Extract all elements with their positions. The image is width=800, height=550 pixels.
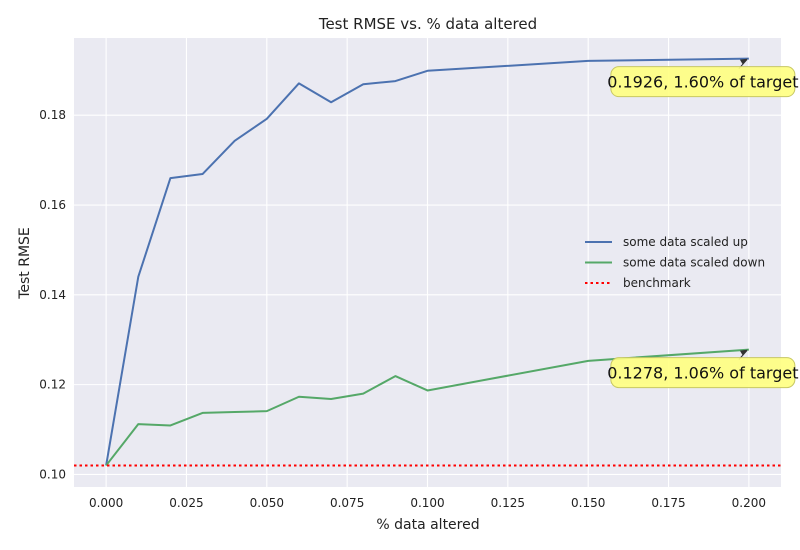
annotation-label: 0.1278, 1.06% of target (607, 364, 798, 383)
annotation-box (610, 357, 796, 389)
y-tick-label: 0.14 (39, 288, 66, 302)
annotation-1: 0.1926, 1.60% of target (607, 58, 798, 98)
x-axis-title: % data altered (376, 517, 479, 533)
x-tick-label: 0.100 (410, 496, 444, 510)
legend-label-1: some data scaled up (623, 235, 748, 249)
annotation-arrowhead (739, 349, 748, 356)
y-tick-label: 0.16 (39, 198, 66, 212)
legend-label-2: some data scaled down (623, 256, 765, 270)
legend: some data scaled up some data scaled down… (585, 235, 765, 290)
x-tick-label: 0.200 (732, 496, 766, 510)
chart-title: Test RMSE vs. % data altered (318, 15, 537, 33)
annotation-label: 0.1926, 1.60% of target (607, 73, 798, 92)
x-tick-label: 0.175 (651, 496, 685, 510)
x-tick-labels: 0.000 0.025 0.050 0.075 0.100 0.125 0.150 0.175… (89, 496, 766, 510)
y-tick-label: 0.12 (39, 378, 66, 392)
x-tick-label: 0.000 (89, 496, 123, 510)
series-line-1 (105, 57, 749, 466)
annotation-2: 0.1278, 1.06% of target (607, 349, 798, 389)
annotation-arrowhead (739, 58, 748, 65)
x-tick-label: 0.050 (250, 496, 284, 510)
y-tick-label: 0.18 (39, 108, 66, 122)
x-tick-label: 0.125 (491, 496, 525, 510)
y-axis-title: Test RMSE (17, 227, 33, 300)
y-tick-label: 0.10 (39, 467, 66, 481)
x-tick-label: 0.025 (169, 496, 203, 510)
annotations: 0.1926, 1.60% of target 0.1278, 1.06% of … (607, 58, 798, 389)
annotation-box (610, 66, 796, 98)
x-tick-label: 0.075 (330, 496, 364, 510)
x-tick-label: 0.150 (571, 496, 605, 510)
series-line-2 (105, 348, 749, 467)
legend-label-3: benchmark (623, 276, 691, 290)
series-lines (74, 57, 781, 467)
y-tick-labels: 0.10 0.12 0.14 0.16 0.18 (39, 108, 66, 481)
